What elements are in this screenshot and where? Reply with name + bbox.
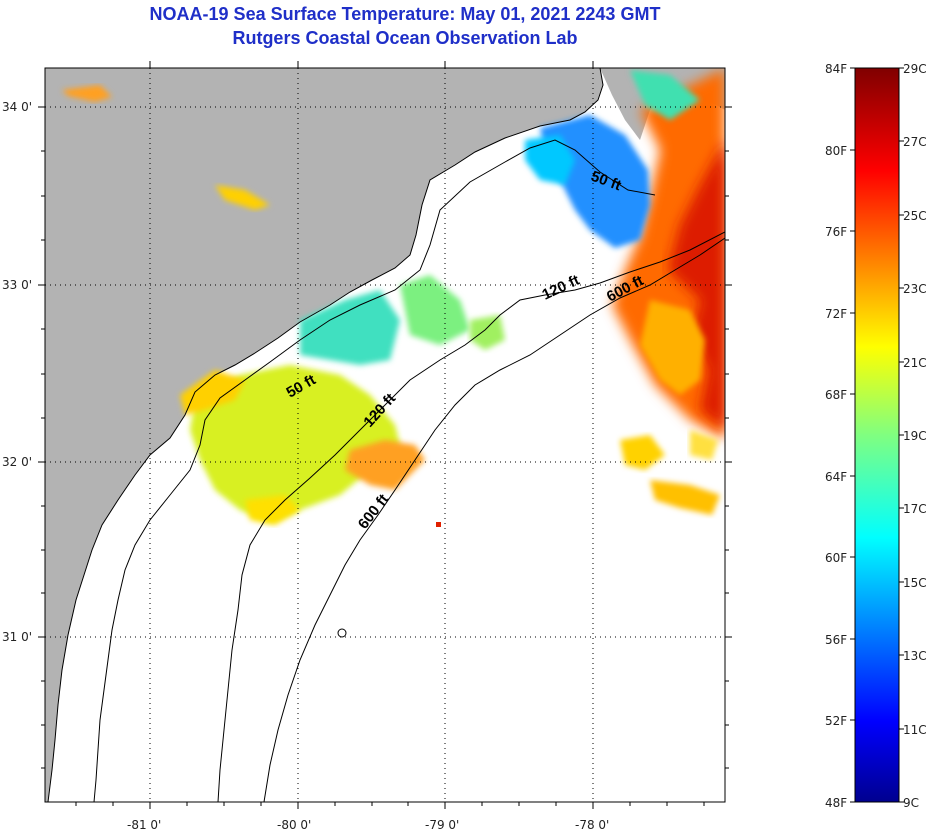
map-title: NOAA-19 Sea Surface Temperature: May 01,… (149, 4, 661, 24)
c-label: 13C (903, 649, 927, 663)
c-label: 17C (903, 502, 927, 516)
f-label: 48F (825, 796, 847, 810)
sst-field (62, 68, 725, 527)
c-label: 15C (903, 576, 927, 590)
map-subtitle: Rutgers Coastal Ocean Observation Lab (232, 28, 578, 48)
grid-lines (45, 68, 725, 802)
map-frame (44, 67, 726, 803)
isobath-600ft (263, 237, 725, 802)
coastline (47, 68, 604, 802)
isobaths (93, 139, 725, 802)
f-label: 52F (825, 714, 847, 728)
c-label: 27C (903, 135, 927, 149)
isobath-120ft (217, 231, 725, 802)
lat-tick-label: 34 0' (2, 100, 32, 114)
c-label: 25C (903, 209, 927, 223)
f-label: 76F (825, 225, 847, 239)
c-label: 9C (903, 796, 919, 810)
f-label: 72F (825, 307, 847, 321)
c-label: 29C (903, 62, 927, 76)
c-label: 11C (903, 723, 927, 737)
f-label: 64F (825, 470, 847, 484)
lat-axis-labels: 34 0' 33 0' 32 0' 31 0' (2, 100, 32, 644)
fahrenheit-labels: 84F 80F 76F 72F 68F 64F 60F 56F 52F 48F (825, 62, 847, 810)
lon-axis-labels: -81 0' -80 0' -79 0' -78 0' (127, 818, 609, 832)
f-label: 60F (825, 551, 847, 565)
land-mass (45, 68, 603, 802)
c-label: 21C (903, 356, 927, 370)
celsius-labels: 29C 27C 25C 23C 21C 19C 17C 15C 13C 11C … (903, 62, 927, 810)
lon-tick-label: -79 0' (425, 818, 459, 832)
lon-tick-label: -78 0' (575, 818, 609, 832)
colorbar-ticks (850, 67, 904, 803)
f-label: 56F (825, 633, 847, 647)
f-label: 80F (825, 144, 847, 158)
lon-tick-label: -81 0' (127, 818, 161, 832)
c-label: 23C (903, 282, 927, 296)
lat-tick-label: 32 0' (2, 455, 32, 469)
c-label: 19C (903, 429, 927, 443)
isobath-50ft (93, 139, 656, 802)
frame-ticks (38, 61, 732, 809)
lon-tick-label: -80 0' (277, 818, 311, 832)
colorbar-gradient (854, 67, 900, 803)
lat-tick-label: 33 0' (2, 278, 32, 292)
lat-tick-label: 31 0' (2, 630, 32, 644)
f-label: 84F (825, 62, 847, 76)
f-label: 68F (825, 388, 847, 402)
